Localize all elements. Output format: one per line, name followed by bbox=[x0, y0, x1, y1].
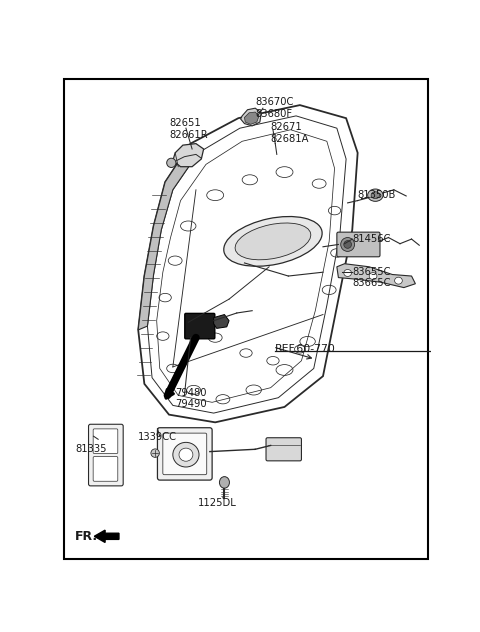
Text: 79480
79490: 79480 79490 bbox=[175, 387, 207, 410]
Ellipse shape bbox=[368, 189, 383, 202]
Ellipse shape bbox=[179, 448, 193, 461]
Ellipse shape bbox=[344, 241, 351, 248]
Ellipse shape bbox=[371, 191, 380, 198]
Polygon shape bbox=[173, 143, 204, 167]
Ellipse shape bbox=[167, 158, 176, 167]
Ellipse shape bbox=[341, 238, 355, 252]
Ellipse shape bbox=[219, 477, 229, 488]
FancyBboxPatch shape bbox=[93, 429, 118, 454]
FancyBboxPatch shape bbox=[337, 232, 380, 257]
FancyBboxPatch shape bbox=[157, 428, 212, 480]
FancyBboxPatch shape bbox=[266, 438, 301, 461]
Text: 81350B: 81350B bbox=[358, 190, 396, 200]
Text: 1339CC: 1339CC bbox=[138, 432, 177, 442]
Text: 82651
82661R: 82651 82661R bbox=[169, 118, 208, 140]
Ellipse shape bbox=[369, 272, 377, 279]
Text: FR.: FR. bbox=[75, 530, 98, 543]
Text: 83655C
83665C: 83655C 83665C bbox=[352, 267, 391, 288]
Text: 83670C
83680F: 83670C 83680F bbox=[255, 97, 294, 119]
Ellipse shape bbox=[173, 442, 199, 467]
Ellipse shape bbox=[224, 217, 322, 266]
Text: 1125DL: 1125DL bbox=[198, 498, 237, 507]
Polygon shape bbox=[138, 143, 198, 330]
Ellipse shape bbox=[344, 269, 351, 276]
Ellipse shape bbox=[235, 223, 311, 260]
Polygon shape bbox=[214, 315, 229, 329]
FancyBboxPatch shape bbox=[163, 433, 207, 475]
Text: 81335: 81335 bbox=[75, 444, 107, 454]
FancyBboxPatch shape bbox=[185, 313, 215, 339]
Polygon shape bbox=[337, 264, 415, 288]
FancyBboxPatch shape bbox=[88, 424, 123, 486]
Ellipse shape bbox=[395, 277, 402, 284]
Polygon shape bbox=[244, 112, 259, 125]
Ellipse shape bbox=[151, 449, 159, 458]
FancyBboxPatch shape bbox=[93, 456, 118, 481]
Text: 82671
82681A: 82671 82681A bbox=[271, 122, 309, 143]
Text: 81456C: 81456C bbox=[352, 234, 391, 244]
FancyArrow shape bbox=[94, 530, 119, 542]
Polygon shape bbox=[240, 108, 262, 126]
Text: REF.60-770: REF.60-770 bbox=[275, 344, 336, 354]
